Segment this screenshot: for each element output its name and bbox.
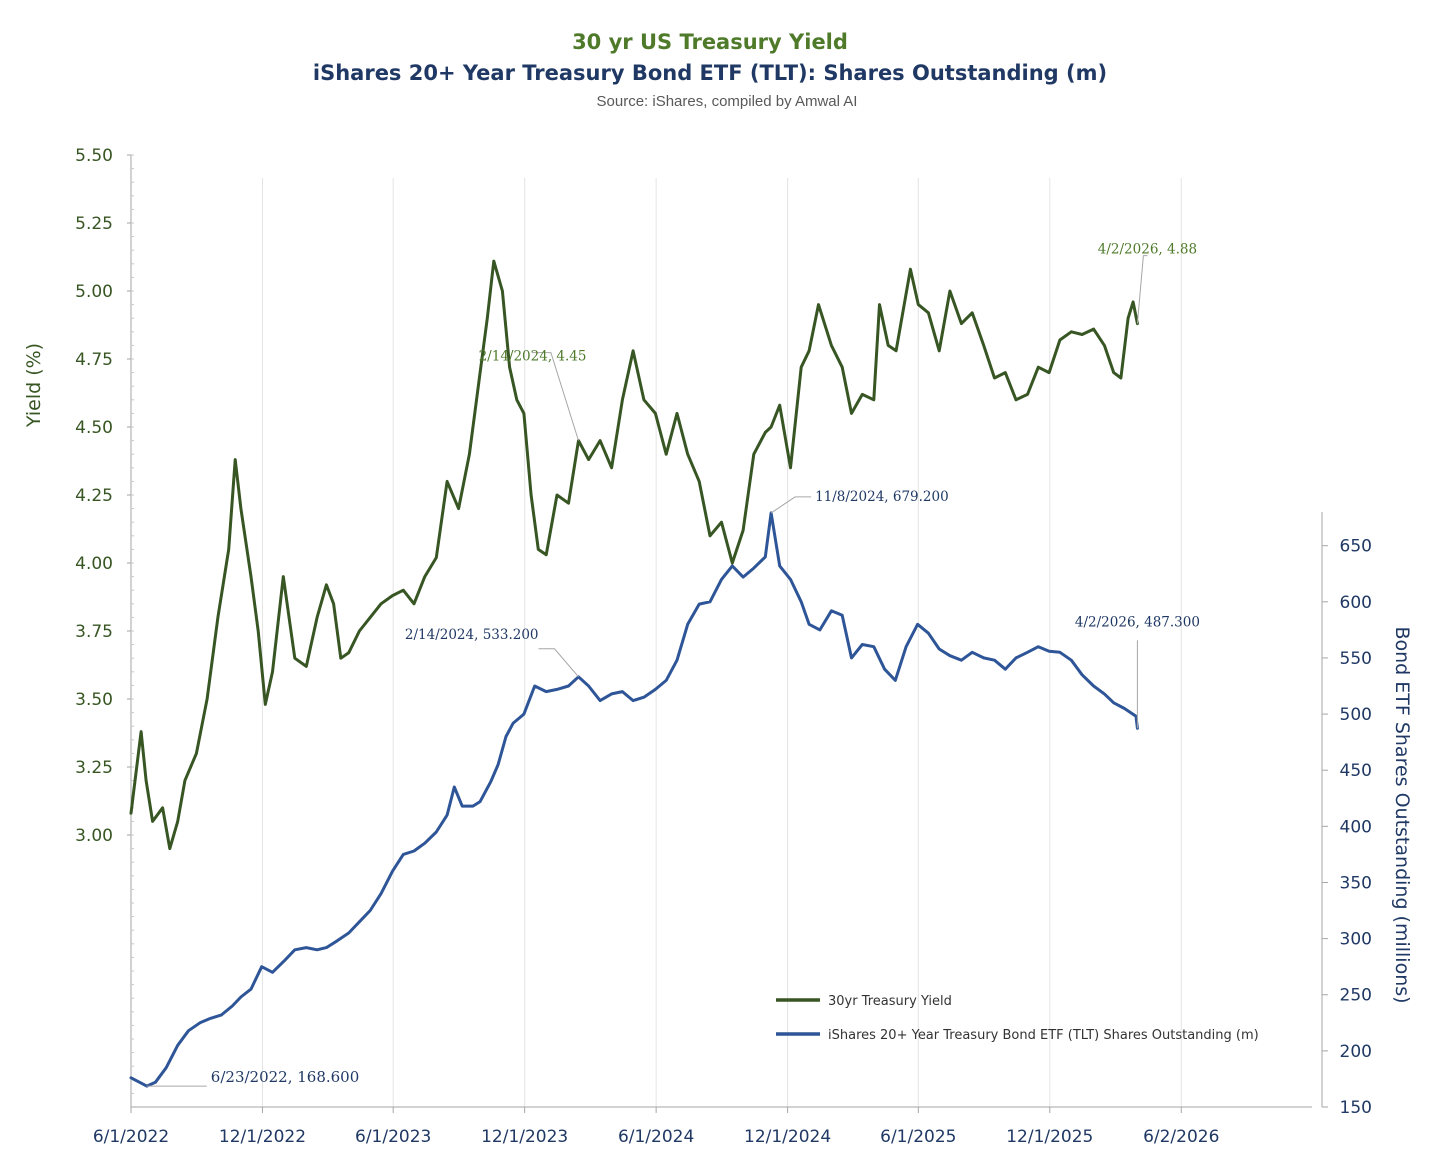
- right-axis-label: Bond ETF Shares Outstanding (millions): [1391, 626, 1413, 1003]
- left-tick-label: 3.25: [75, 758, 113, 778]
- right-tick-label: 450: [1340, 761, 1372, 781]
- left-axis-ticks: 5.50 5.25 5.00 4.75 4.50 4.25 4.00 3.75 3.50 3.25…: [75, 146, 134, 1094]
- annotation-label: 2/14/2024, 533.200: [405, 627, 539, 643]
- left-tick-label: 4.50: [75, 418, 113, 438]
- legend-label-shares: iShares 20+ Year Treasury Bond ETF (TLT)…: [828, 1028, 1259, 1043]
- right-axis-ticks: 650 600 550 500 450 400 350 300 250 200 150: [1322, 537, 1372, 1118]
- left-tick-label: 4.00: [75, 554, 113, 574]
- right-tick-label: 400: [1340, 817, 1372, 837]
- x-axis-ticks: 6/1/2022 12/1/2022 6/1/2023 12/1/2023 6/1/20…: [93, 1107, 1219, 1147]
- legend: 30yr Treasury Yield iShares 20+ Year Tre…: [776, 994, 1259, 1043]
- left-tick-label: 3.50: [75, 690, 113, 710]
- x-tick-label: 12/1/2023: [481, 1127, 568, 1147]
- vertical-gridlines: [261, 178, 1182, 1107]
- yield-line: [129, 259, 1139, 851]
- x-tick-label: 12/1/2022: [219, 1127, 306, 1147]
- chart-title: 30 yr US Treasury Yield: [572, 30, 848, 54]
- left-tick-label: 3.75: [75, 622, 113, 642]
- left-tick-label: 5.25: [75, 214, 113, 234]
- right-tick-label: 300: [1340, 930, 1372, 950]
- annotation-label: 2/14/2024, 4.45: [479, 349, 587, 365]
- x-tick-label: 6/1/2024: [618, 1127, 694, 1147]
- x-tick-label: 6/1/2025: [880, 1127, 956, 1147]
- x-tick-label: 12/1/2025: [1006, 1127, 1093, 1147]
- right-tick-label: 250: [1340, 986, 1372, 1006]
- annotations: 2/14/2024, 4.45 4/2/2026, 4.88 6/23/2022, …: [146, 242, 1200, 1087]
- left-tick-label: 5.50: [75, 146, 113, 166]
- x-tick-label: 6/2/2026: [1143, 1127, 1219, 1147]
- shares-line: [129, 511, 1139, 1088]
- left-tick-label: 4.25: [75, 486, 113, 506]
- x-tick-label: 6/1/2022: [93, 1127, 169, 1147]
- annotation-label: 6/23/2022, 168.600: [211, 1068, 359, 1086]
- annotation-label: 4/2/2026, 487.300: [1075, 614, 1200, 630]
- annotation-leader: [1136, 255, 1148, 324]
- left-tick-label: 3.00: [75, 826, 113, 846]
- left-tick-label: 4.75: [75, 350, 113, 370]
- annotation-leader: [770, 496, 812, 514]
- right-tick-label: 600: [1340, 593, 1372, 613]
- right-tick-label: 650: [1340, 537, 1372, 557]
- annotation-leader: [538, 648, 579, 678]
- right-tick-label: 200: [1340, 1042, 1372, 1062]
- axes: [130, 155, 1323, 1108]
- right-tick-label: 500: [1340, 705, 1372, 725]
- annotation-label: 11/8/2024, 679.200: [815, 489, 949, 505]
- chart-subtitle: iShares 20+ Year Treasury Bond ETF (TLT)…: [313, 61, 1107, 85]
- series-lines: [129, 259, 1139, 1088]
- chart-source: Source: iShares, compiled by Amwal AI: [597, 93, 858, 110]
- x-tick-label: 6/1/2023: [355, 1127, 431, 1147]
- annotation-leader: [532, 352, 579, 441]
- right-tick-label: 150: [1340, 1098, 1372, 1118]
- right-tick-label: 350: [1340, 873, 1372, 893]
- annotation-label: 4/2/2026, 4.88: [1098, 242, 1197, 258]
- x-tick-label: 12/1/2024: [744, 1127, 831, 1147]
- legend-label-yield: 30yr Treasury Yield: [828, 994, 952, 1009]
- left-axis-label: Yield (%): [23, 343, 45, 428]
- right-tick-label: 550: [1340, 649, 1372, 669]
- left-tick-label: 5.00: [75, 282, 113, 302]
